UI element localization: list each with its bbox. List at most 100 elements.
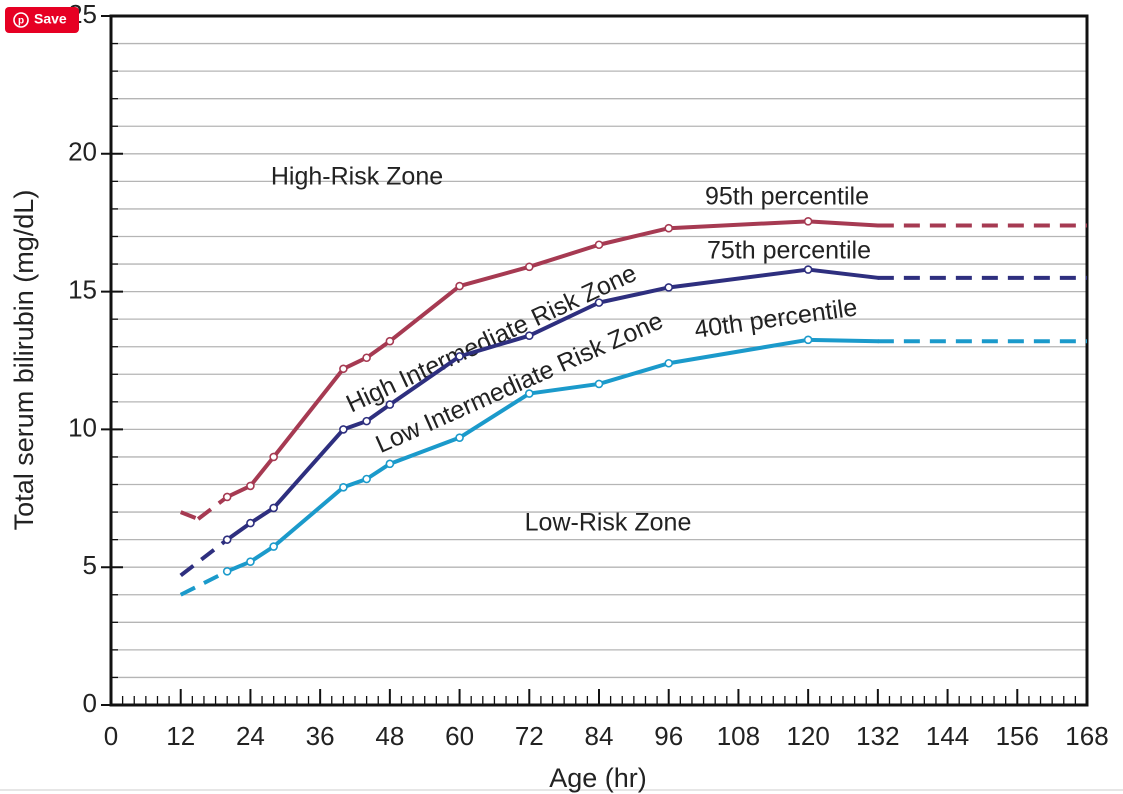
series-label: 40th percentile xyxy=(693,293,859,344)
series-segment xyxy=(806,337,880,344)
data-point xyxy=(455,433,464,442)
x-tick-label: 96 xyxy=(654,721,683,751)
x-tick-label: 144 xyxy=(926,721,969,751)
series-segment xyxy=(179,510,199,521)
data-point xyxy=(803,265,813,274)
data-point xyxy=(222,567,232,576)
series-segment xyxy=(597,226,671,247)
y-tick-label: 15 xyxy=(68,274,97,304)
series-segment xyxy=(225,521,253,542)
series-segment xyxy=(248,454,276,488)
data-point xyxy=(362,353,371,363)
data-point xyxy=(246,557,255,566)
y-tick-label: 10 xyxy=(68,412,97,442)
series-segment xyxy=(364,339,392,360)
data-point xyxy=(524,331,534,340)
data-point xyxy=(339,364,348,374)
series-segment xyxy=(271,366,346,459)
series-segment xyxy=(457,264,532,289)
x-tick-label: 36 xyxy=(306,721,335,751)
pin-glyph: p xyxy=(18,16,24,27)
x-tick-label: 72 xyxy=(515,721,544,751)
series-segment xyxy=(666,337,811,366)
series-segment xyxy=(597,285,671,305)
data-point xyxy=(385,459,395,469)
x-tick-label: 48 xyxy=(375,721,404,751)
data-point xyxy=(385,336,395,346)
y-tick-label: 0 xyxy=(83,688,97,718)
series-segment xyxy=(806,267,880,280)
x-tick-label: 156 xyxy=(996,721,1039,751)
data-point xyxy=(246,518,255,528)
data-point xyxy=(269,452,278,462)
x-tick-label: 120 xyxy=(786,721,829,751)
series-segment xyxy=(387,284,462,344)
series-segment xyxy=(527,381,601,396)
data-point xyxy=(222,492,232,502)
data-point xyxy=(246,481,255,491)
data-point xyxy=(455,281,464,291)
x-axis-title: Age (hr) xyxy=(549,763,647,793)
y-tick-label: 5 xyxy=(83,550,97,580)
data-point xyxy=(455,352,464,361)
data-point xyxy=(385,400,395,409)
data-point xyxy=(222,535,232,544)
series-segment xyxy=(179,569,229,597)
series-segment xyxy=(806,219,880,228)
series-label: 95th percentile xyxy=(705,183,869,211)
data-point xyxy=(524,389,534,398)
data-point xyxy=(594,379,604,389)
series-segment xyxy=(196,495,229,521)
x-tick-label: 168 xyxy=(1065,721,1108,751)
series-label: 75th percentile xyxy=(707,237,871,265)
save-label[interactable]: Save xyxy=(34,11,67,27)
plot-frame xyxy=(109,14,1089,707)
x-tick-label: 12 xyxy=(166,721,195,751)
series-segment xyxy=(271,427,346,510)
series-segment xyxy=(248,544,276,564)
data-point xyxy=(664,223,674,233)
series-segment xyxy=(527,300,601,338)
y-axis-title: Total serum bilirubin (mg/dL) xyxy=(9,190,39,531)
series-segment xyxy=(387,435,462,466)
data-point xyxy=(803,335,813,345)
zone-label: Low-Risk Zone xyxy=(525,509,692,537)
data-point xyxy=(269,542,278,551)
x-tick-label: 132 xyxy=(856,721,899,751)
series-segment xyxy=(457,333,532,359)
save-button[interactable]: p Save xyxy=(5,7,79,33)
x-tick-label: 0 xyxy=(104,721,118,751)
data-point xyxy=(362,474,371,484)
series-segment xyxy=(387,354,462,407)
series-segment xyxy=(666,267,811,290)
data-point xyxy=(664,358,674,368)
data-point xyxy=(339,425,348,434)
x-tick-label: 60 xyxy=(445,721,474,751)
y-tick-label: 20 xyxy=(68,137,97,167)
series-segment xyxy=(248,505,276,526)
zone-label: High-Risk Zone xyxy=(271,163,443,191)
series-segment xyxy=(666,219,811,231)
data-point xyxy=(664,283,674,292)
x-tick-label: 24 xyxy=(236,721,265,751)
series-segment xyxy=(179,538,229,578)
data-point xyxy=(594,240,604,250)
data-point xyxy=(594,298,604,307)
series-segment xyxy=(364,461,392,482)
series-segment xyxy=(457,391,532,440)
data-point xyxy=(362,416,371,426)
series-segment xyxy=(527,242,601,269)
pin-icon xyxy=(13,12,29,28)
x-tick-label: 84 xyxy=(585,721,614,751)
series-segment xyxy=(271,485,346,549)
series-segment xyxy=(364,402,392,424)
data-point xyxy=(269,503,278,513)
series-segment xyxy=(597,361,671,386)
data-point xyxy=(339,482,348,492)
data-point xyxy=(803,217,813,226)
x-tick-label: 108 xyxy=(717,721,760,751)
data-point xyxy=(524,262,534,272)
